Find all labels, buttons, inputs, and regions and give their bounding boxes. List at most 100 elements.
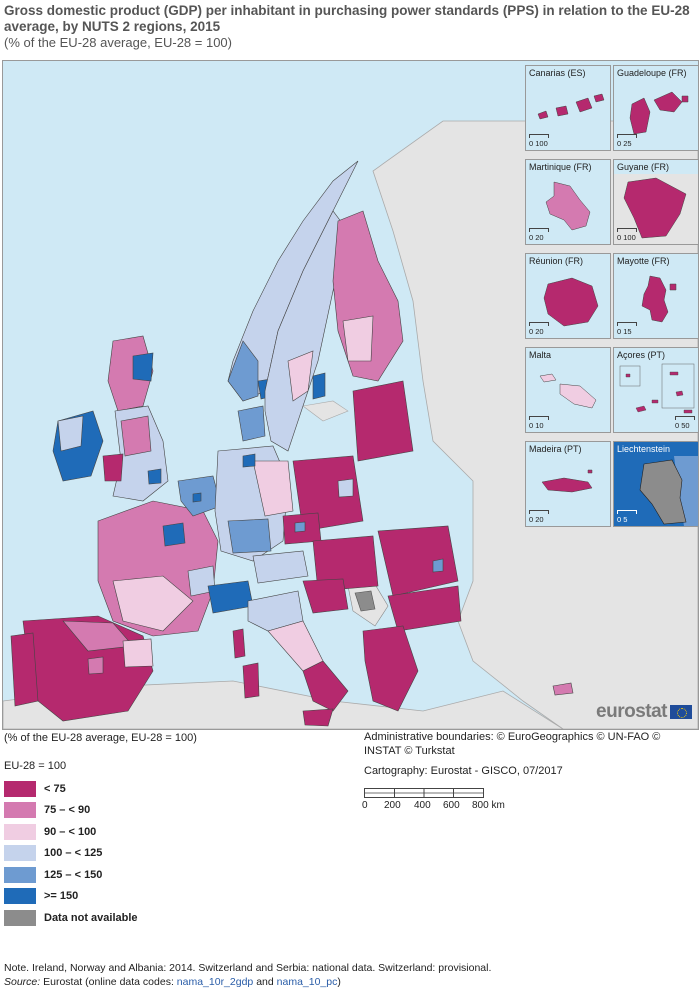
inset-shape (545, 181, 591, 231)
london (147, 468, 162, 485)
legend-item: < 75 (4, 778, 138, 800)
germany-east (252, 460, 294, 517)
switzerland (207, 580, 254, 614)
inset-scale: 0 20 (529, 228, 549, 242)
inset-scale: 0 25 (617, 134, 637, 148)
inset-canarias: Canarias (ES) 0 100 (525, 65, 611, 151)
legend-swatch (4, 802, 36, 819)
inset-madeira: Madeira (PT) 0 20 (525, 441, 611, 527)
legend-item: >= 150 (4, 886, 138, 908)
legend-item: Data not available (4, 907, 138, 929)
inset-scale: 0 50 (675, 416, 695, 430)
source-line: Source: Eurostat (online data codes: nam… (4, 975, 491, 989)
inset-shape (639, 456, 698, 526)
data-code-link[interactable]: nama_10_pc (276, 976, 338, 988)
denmark (237, 405, 266, 442)
norway-west (227, 340, 259, 402)
inset-label: Mayotte (FR) (617, 256, 670, 266)
inset-label: Açores (PT) (617, 350, 666, 360)
inset-mayotte: Mayotte (FR) 0 15 (613, 253, 698, 339)
inset-label: Canarias (ES) (529, 68, 586, 78)
paris (162, 522, 186, 547)
inset-scale: 0 5 (617, 510, 637, 524)
legend-heading: EU-28 = 100 (4, 760, 67, 772)
data-code-link[interactable]: nama_10r_2gdp (176, 976, 254, 988)
legend-label: 75 – < 90 (44, 804, 91, 817)
unit-label: (% of the EU-28 average, EU-28 = 100) (4, 732, 197, 744)
finland-south (342, 315, 374, 362)
legend-label: < 75 (44, 782, 66, 795)
inset-shape (539, 373, 597, 409)
inset-scale: 0 20 (529, 510, 549, 524)
aberdeen (132, 352, 154, 382)
prague (294, 521, 306, 533)
corsica (232, 628, 246, 659)
inset-shape (614, 174, 698, 244)
legend-swatch (4, 823, 36, 840)
footnote: Note. Ireland, Norway and Albania: 2014.… (4, 961, 491, 989)
inset-shape (537, 93, 605, 120)
inset-shape (541, 469, 593, 493)
brussels (192, 492, 202, 503)
germany-south (227, 518, 272, 554)
inset-label: Madeira (PT) (529, 444, 582, 454)
inset-malta: Malta 0 10 (525, 347, 611, 433)
map-title: Gross domestic product (GDP) per inhabit… (4, 3, 690, 34)
source-and: and (256, 976, 274, 988)
catalonia (122, 638, 154, 668)
sardinia (242, 662, 260, 699)
france-south (112, 575, 194, 632)
warsaw (337, 478, 354, 498)
italy-centre (267, 620, 324, 672)
inset-label: Réunion (FR) (529, 256, 584, 266)
inset-acores: Açores (PT) 0 50 (613, 347, 698, 433)
inset-guyane: Guyane (FR) 0 100 (613, 159, 698, 245)
legend-label: 90 – < 100 (44, 825, 97, 838)
legend-swatch (4, 845, 36, 862)
legend-swatch (4, 888, 36, 905)
scale-tick: 0 (362, 800, 368, 811)
inset-shape (619, 363, 695, 414)
legend-label: Data not available (44, 911, 138, 924)
inset-scale: 0 15 (617, 322, 637, 336)
austria (252, 550, 309, 584)
inset-label: Martinique (FR) (529, 162, 592, 172)
no-data-region (354, 590, 376, 612)
legend-item: 90 – < 100 (4, 821, 138, 843)
inset-guadeloupe: Guadeloupe (FR) 0 25 (613, 65, 698, 151)
ireland-west (57, 415, 84, 452)
inset-scale: 0 20 (529, 322, 549, 336)
croatia (302, 578, 349, 614)
inset-shape (641, 275, 677, 323)
scale-bar-rule (364, 788, 484, 798)
legend-label: 100 – < 125 (44, 847, 103, 860)
inset-label: Liechtenstein (617, 444, 671, 454)
legend-label: >= 150 (44, 890, 79, 903)
eurostat-logo: eurostat (596, 701, 692, 723)
italy-south (302, 660, 349, 712)
sicily (302, 708, 334, 727)
legend-swatch (4, 866, 36, 883)
eu-flag-icon (670, 704, 692, 719)
boundaries-credit: Administrative boundaries: © EuroGeograp… (364, 731, 661, 757)
slovakia-hungary (312, 535, 379, 592)
inset-scale: 0 10 (529, 416, 549, 430)
legend-swatch (4, 780, 36, 797)
sweden-mid (287, 350, 314, 402)
poland (292, 455, 364, 532)
baltics (352, 380, 414, 462)
note-text: Note. Ireland, Norway and Albania: 2014.… (4, 962, 492, 974)
inset-label: Guyane (FR) (617, 162, 670, 172)
legend-swatch (4, 909, 36, 926)
romania (377, 525, 459, 597)
inset-label: Malta (529, 350, 552, 360)
credits: Administrative boundaries: © EuroGeograp… (364, 730, 694, 778)
wales (102, 453, 124, 482)
sweden (264, 210, 349, 452)
legend-item: 125 – < 150 (4, 864, 138, 886)
portugal (10, 632, 39, 707)
inset-shape (543, 277, 599, 327)
source-close: ) (337, 976, 341, 988)
map-frame[interactable]: Canarias (ES) 0 100 Guadeloupe (FR) 0 25… (2, 60, 699, 730)
stockholm (312, 372, 326, 400)
